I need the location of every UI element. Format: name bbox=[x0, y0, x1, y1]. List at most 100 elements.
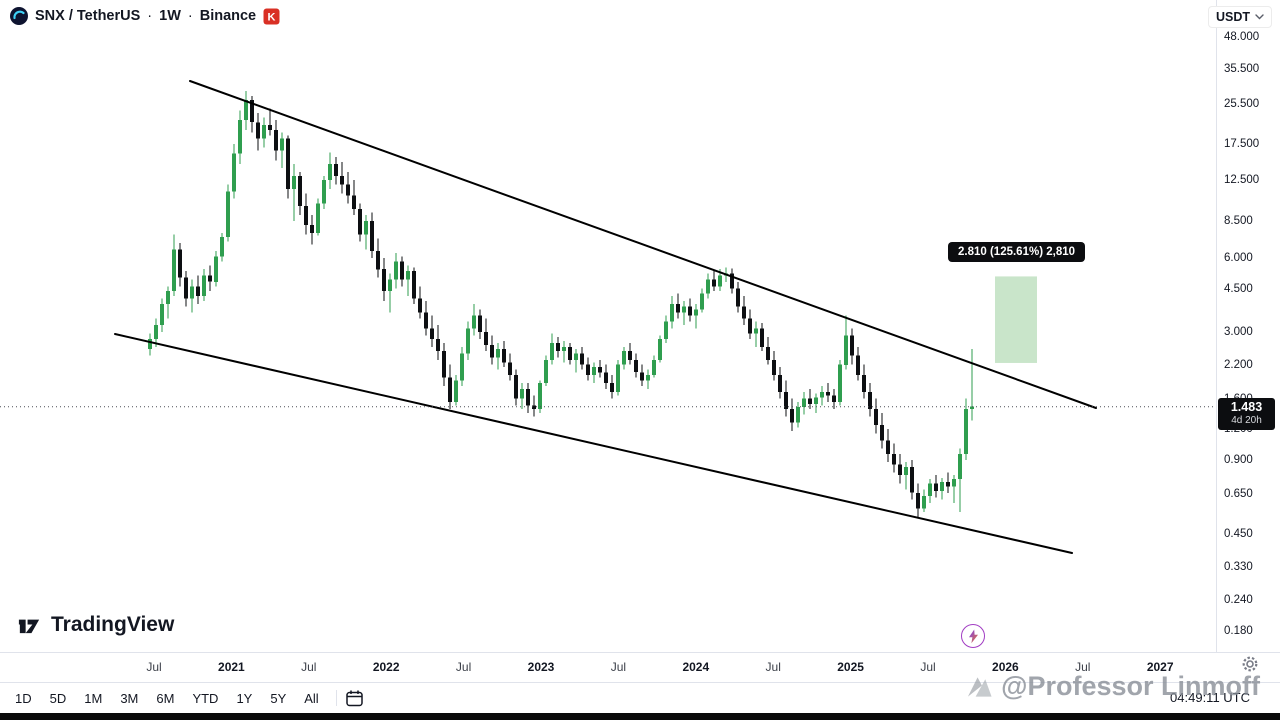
candle-body bbox=[610, 383, 614, 393]
candle-body bbox=[688, 306, 692, 316]
candle-body bbox=[790, 409, 794, 423]
range-button-ytd[interactable]: YTD bbox=[183, 687, 227, 710]
candle-body bbox=[526, 389, 530, 406]
currency-selector[interactable]: USDT bbox=[1207, 6, 1272, 28]
range-buttons-group: 1D 5D 1M 3M 6M YTD 1Y 5Y All bbox=[6, 687, 328, 710]
candle-body bbox=[766, 347, 770, 360]
candle-body bbox=[928, 483, 932, 496]
candle-body bbox=[622, 351, 626, 365]
candle-body bbox=[466, 328, 470, 354]
candle-body bbox=[760, 328, 764, 347]
candle-body bbox=[328, 164, 332, 180]
range-button-6m[interactable]: 6M bbox=[147, 687, 183, 710]
price-tick: 0.240 bbox=[1224, 594, 1253, 607]
candle-body bbox=[574, 353, 578, 360]
candle-body bbox=[820, 392, 824, 398]
bottom-toolbar: 1D 5D 1M 3M 6M YTD 1Y 5Y All bbox=[0, 682, 1280, 713]
candle-body bbox=[904, 467, 908, 475]
price-tick: 17.500 bbox=[1224, 138, 1260, 151]
price-tick: 48.000 bbox=[1224, 30, 1260, 43]
candle-body bbox=[598, 367, 602, 373]
candle-body bbox=[220, 237, 224, 257]
time-tick: Jul bbox=[610, 660, 627, 674]
price-tick: 8.500 bbox=[1224, 214, 1253, 227]
candle-body bbox=[634, 360, 638, 373]
candle-body bbox=[652, 360, 656, 375]
price-tick: 0.650 bbox=[1224, 488, 1253, 501]
candle-body bbox=[568, 347, 572, 360]
candle-body bbox=[664, 321, 668, 340]
candle-body bbox=[418, 298, 422, 313]
candle-body bbox=[532, 405, 536, 410]
range-button-5y[interactable]: 5Y bbox=[261, 687, 295, 710]
candle-body bbox=[382, 269, 386, 291]
range-button-3m[interactable]: 3M bbox=[111, 687, 147, 710]
range-button-5d[interactable]: 5D bbox=[41, 687, 76, 710]
time-tick: 2026 bbox=[992, 660, 1019, 674]
price-tick: 0.450 bbox=[1224, 527, 1253, 540]
candle-body bbox=[604, 372, 608, 384]
candle-body bbox=[154, 324, 158, 340]
candle-body bbox=[196, 286, 200, 296]
chart-legend-header: SNX / TetherUS · 1W · Binance K bbox=[10, 7, 280, 25]
lower-trendline[interactable] bbox=[114, 333, 1073, 554]
separator-dot: · bbox=[187, 8, 193, 24]
candle-body bbox=[322, 180, 326, 204]
candle-body bbox=[970, 406, 974, 410]
candle-body bbox=[952, 479, 956, 487]
price-axis[interactable]: 48.000 35.500 25.500 17.500 12.500 8.500 6.000… bbox=[1216, 0, 1280, 652]
range-button-1m[interactable]: 1M bbox=[75, 687, 111, 710]
candle-body bbox=[166, 291, 170, 304]
candle-body bbox=[490, 344, 494, 358]
candle-body bbox=[538, 383, 542, 410]
range-button-1y[interactable]: 1Y bbox=[227, 687, 261, 710]
session-clock[interactable]: 04:49:11 UTC bbox=[1170, 690, 1250, 705]
snx-coin-icon bbox=[10, 7, 28, 25]
candle-body bbox=[508, 362, 512, 375]
candle-body bbox=[562, 347, 566, 352]
candle-body bbox=[214, 256, 218, 282]
go-to-date-button[interactable] bbox=[345, 688, 365, 708]
candle-body bbox=[682, 306, 686, 313]
candle-body bbox=[850, 335, 854, 356]
projection-tool-label: 2.810 (125.61%) 2,810 bbox=[948, 242, 1086, 262]
candle-body bbox=[340, 175, 344, 185]
settings-gear-button[interactable] bbox=[1241, 655, 1259, 673]
candle-body bbox=[922, 496, 926, 509]
range-button-all[interactable]: All bbox=[295, 687, 327, 710]
range-button-1d[interactable]: 1D bbox=[6, 687, 41, 710]
candle-body bbox=[496, 349, 500, 358]
interval-button[interactable]: 1W bbox=[159, 8, 181, 24]
candle-body bbox=[394, 261, 398, 280]
candle-body bbox=[232, 153, 236, 192]
price-tick: 0.330 bbox=[1224, 560, 1253, 573]
candle-body bbox=[262, 124, 266, 139]
candle-body bbox=[256, 122, 260, 139]
candle-body bbox=[802, 398, 806, 407]
candle-body bbox=[412, 271, 416, 299]
candle-body bbox=[832, 395, 836, 402]
tradingview-logo[interactable]: TradingView bbox=[16, 611, 174, 638]
last-price-tag: 1.483 4d 20h bbox=[1218, 397, 1275, 430]
time-tick: Jul bbox=[146, 660, 162, 674]
candle-body bbox=[148, 339, 152, 349]
candle-body bbox=[754, 328, 758, 334]
symbol-button[interactable]: SNX / TetherUS bbox=[35, 8, 141, 24]
candle-body bbox=[400, 261, 404, 280]
chevron-down-icon bbox=[1255, 14, 1264, 20]
price-tick: 25.500 bbox=[1224, 98, 1260, 111]
candle-body bbox=[172, 249, 176, 291]
boost-button[interactable] bbox=[961, 624, 985, 648]
candle-body bbox=[826, 392, 830, 396]
candle-body bbox=[640, 372, 644, 381]
candle-body bbox=[226, 191, 230, 238]
candle-body bbox=[868, 392, 872, 410]
candle-body bbox=[646, 374, 650, 381]
candle-body bbox=[892, 454, 896, 465]
candle-body bbox=[784, 392, 788, 410]
projection-zone[interactable] bbox=[995, 276, 1037, 363]
candle-body bbox=[880, 424, 884, 441]
upper-trendline[interactable] bbox=[189, 80, 1097, 409]
time-axis[interactable]: Jul 2021 Jul 2022 Jul 2023 Jul 2024 Jul 2025 Jul 20… bbox=[0, 652, 1280, 682]
